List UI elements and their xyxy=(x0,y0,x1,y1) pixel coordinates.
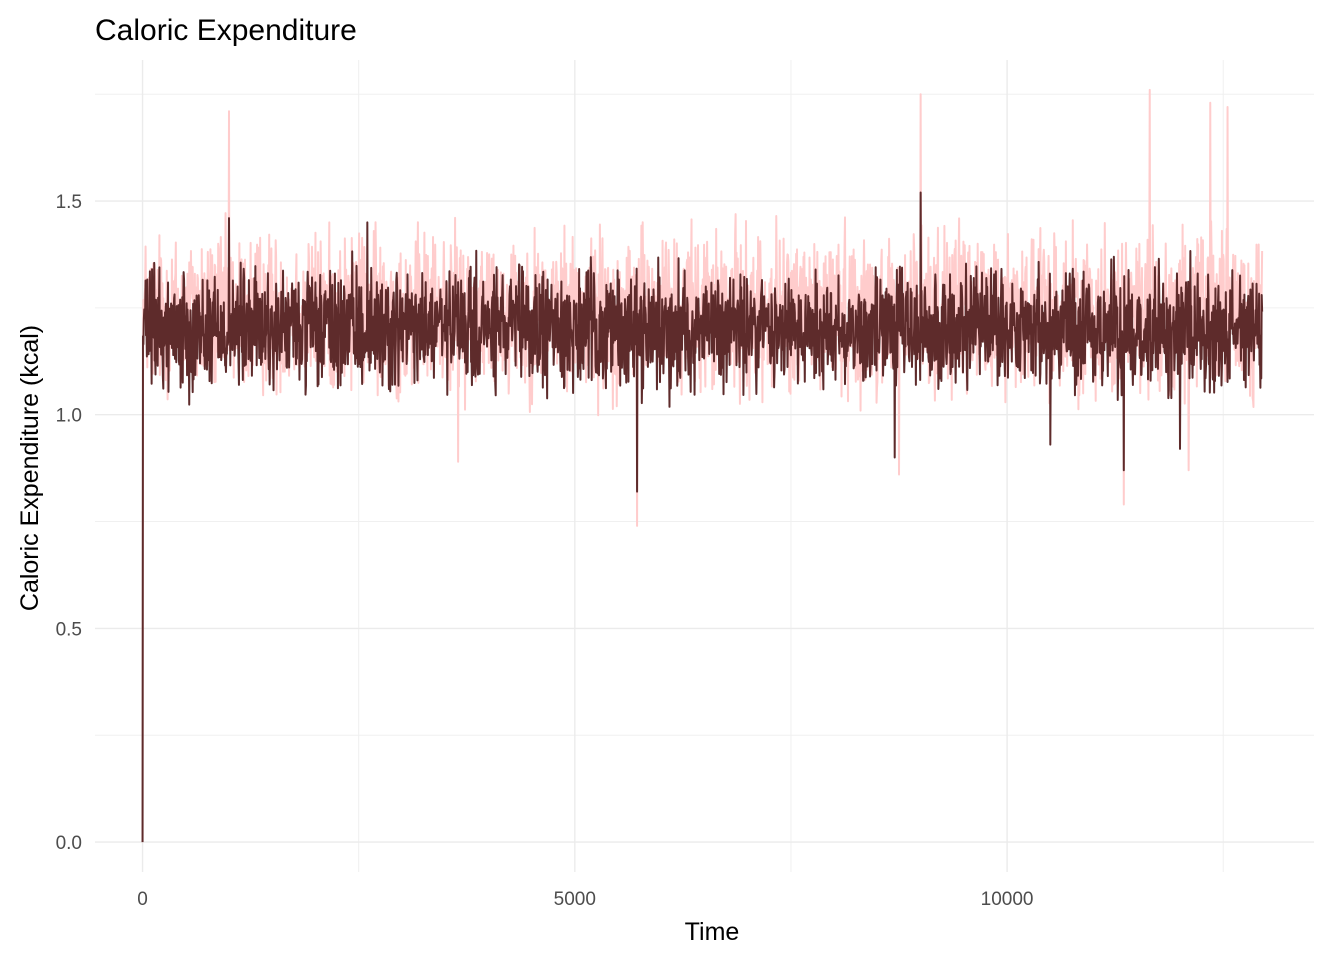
x-tick-labels: 0 5000 10000 xyxy=(137,889,1033,910)
grid-minor xyxy=(95,60,1314,872)
y-tick-label: 0.5 xyxy=(56,619,82,640)
chart-title: Caloric Expenditure xyxy=(95,14,357,47)
grid-major xyxy=(95,60,1314,872)
y-tick-label: 0.0 xyxy=(56,833,82,854)
y-tick-label: 1.5 xyxy=(56,192,82,213)
y-tick-labels: 0.0 0.5 1.0 1.5 xyxy=(56,192,82,854)
x-tick-label: 5000 xyxy=(554,889,596,910)
x-tick-label: 10000 xyxy=(981,889,1034,910)
y-tick-label: 1.0 xyxy=(56,406,82,427)
y-axis-title: Caloric Expenditure (kcal) xyxy=(16,325,44,611)
series-line-1 xyxy=(141,88,1264,843)
series-layer xyxy=(141,88,1264,843)
x-axis-title: Time xyxy=(685,918,740,946)
series-line-2 xyxy=(141,191,1264,843)
x-tick-label: 0 xyxy=(137,889,148,910)
